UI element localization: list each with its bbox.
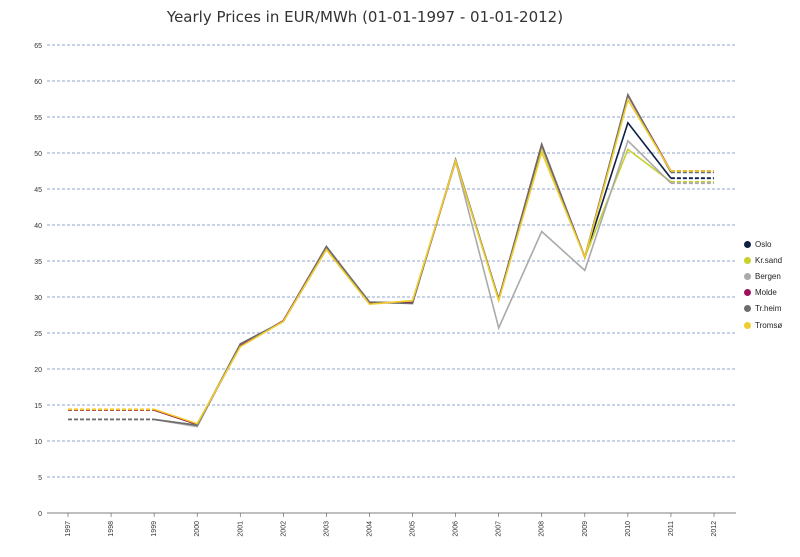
x-tick-label: 2001 <box>237 521 244 537</box>
legend-item[interactable]: Kr.sand <box>744 252 782 268</box>
x-tick-label: 2012 <box>711 521 718 537</box>
y-tick-label: 10 <box>34 439 42 446</box>
legend-marker <box>744 272 751 280</box>
legend-item[interactable]: Oslo <box>744 236 782 252</box>
x-tick-label: 2003 <box>323 521 330 537</box>
series-molde-line <box>68 93 714 426</box>
x-tick-label: 2008 <box>539 521 546 537</box>
gridlines <box>47 44 736 478</box>
axes: 0 5 10 15 20 25 30 35 40 45 50 55 60 65 1997 1998 1999 20… <box>34 43 736 537</box>
series-solid-segment <box>153 121 672 426</box>
series-lines <box>68 92 714 428</box>
y-tick-label: 5 <box>38 475 42 482</box>
y-tick-label: 65 <box>34 43 42 50</box>
legend-marker <box>744 256 751 264</box>
series-troms-line <box>68 97 714 425</box>
legend-marker <box>744 321 751 329</box>
x-tick-label: 2011 <box>668 521 675 536</box>
y-tick-label: 35 <box>34 259 42 266</box>
y-tick-label: 15 <box>34 403 42 410</box>
legend: Oslo Kr.sand Bergen Molde Tr.heim Tromsø <box>744 236 782 333</box>
y-tick-label: 40 <box>34 223 42 230</box>
legend-label: Tr.heim <box>755 304 782 314</box>
legend-label: Bergen <box>755 271 781 281</box>
series-solid-segment <box>153 139 672 428</box>
x-tick-label: 2005 <box>410 521 417 537</box>
legend-item[interactable]: Tr.heim <box>744 301 782 317</box>
legend-item[interactable]: Tromsø <box>744 317 782 333</box>
series-solid-segment <box>153 92 672 427</box>
y-tick-label: 55 <box>34 115 42 122</box>
legend-label: Oslo <box>755 239 772 249</box>
y-tick-label: 0 <box>38 511 42 518</box>
x-tick-label: 1999 <box>151 521 158 537</box>
x-tick-label: 2010 <box>625 521 632 537</box>
x-tick-label: 2004 <box>366 521 373 537</box>
y-tick-label: 20 <box>34 367 42 374</box>
series-oslo-line <box>68 121 714 426</box>
y-tick-label: 60 <box>34 79 42 86</box>
x-tick-label: 2002 <box>280 521 287 537</box>
y-tick-label: 50 <box>34 151 42 158</box>
y-tick-label: 25 <box>34 331 42 338</box>
legend-item[interactable]: Bergen <box>744 268 782 284</box>
series-solid-segment <box>153 93 672 426</box>
y-tick-label: 30 <box>34 295 42 302</box>
series-trheim-line <box>68 92 714 427</box>
legend-label: Tromsø <box>755 320 783 330</box>
legend-label: Molde <box>755 288 777 298</box>
legend-marker <box>744 305 751 313</box>
x-tick-label: 2006 <box>453 521 460 537</box>
x-tick-label: 2000 <box>194 521 201 537</box>
series-solid-segment <box>153 143 672 426</box>
x-tick-label: 1998 <box>108 521 115 537</box>
x-tick-label: 2007 <box>496 521 503 537</box>
chart-title: Yearly Prices in EUR/MWh (01-01-1997 - 0… <box>166 8 564 26</box>
y-tick-label: 45 <box>34 187 42 194</box>
legend-marker <box>744 289 751 297</box>
x-tick-label: 1997 <box>65 521 72 537</box>
legend-item[interactable]: Molde <box>744 285 782 301</box>
series-solid-segment <box>153 97 672 425</box>
x-tick-label: 2009 <box>582 521 589 537</box>
legend-label: Kr.sand <box>755 255 783 265</box>
legend-marker <box>744 240 751 248</box>
series-bergen-line <box>68 139 714 428</box>
series-krsand-line <box>68 143 714 426</box>
